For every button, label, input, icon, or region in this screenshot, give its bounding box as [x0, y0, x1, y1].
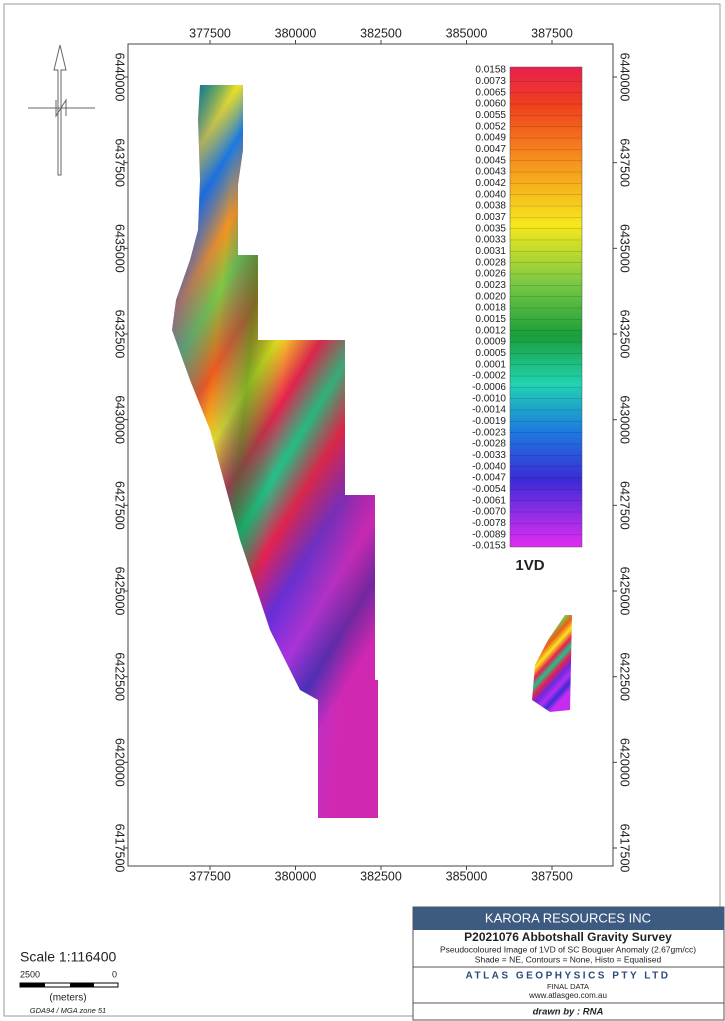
x-tick-label: 380000: [275, 869, 317, 883]
description: Pseudocoloured Image of 1VD of SC Bougue…: [440, 944, 696, 954]
north-arrow: [28, 44, 95, 176]
settings: Shade = NE, Contours = None, Histo = Equ…: [475, 954, 662, 964]
map-frame: [127, 43, 614, 867]
legend-label: 0.0065: [475, 87, 506, 98]
legend-label: -0.0070: [472, 507, 506, 518]
color-bar: [509, 66, 583, 548]
legend-label: -0.0023: [472, 427, 506, 438]
legend-label: 0.0035: [475, 223, 506, 234]
x-tick-label: 387500: [531, 869, 573, 883]
legend-label: 0.0042: [475, 178, 506, 189]
x-tick-label: 385000: [446, 26, 488, 40]
legend-label: -0.0014: [472, 405, 506, 416]
website: www.atlasgeo.com.au: [528, 991, 607, 1000]
x-tick-label: 387500: [531, 26, 573, 40]
y-tick-label: 6417500: [113, 824, 127, 873]
y-tick-label: 6430000: [618, 395, 632, 444]
project: P2021076 Abbotshall Gravity Survey: [464, 930, 672, 944]
y-tick-label: 6427500: [618, 481, 632, 530]
legend-label: 0.0005: [475, 348, 506, 359]
scale-unit: (meters): [49, 993, 86, 1004]
sheet-border: [3, 3, 721, 1017]
y-tick-label: 6430000: [113, 395, 127, 444]
legend-label: -0.0028: [472, 439, 506, 450]
contractor: ATLAS GEOPHYSICS PTY LTD: [465, 971, 670, 982]
company: KARORA RESOURCES INC: [485, 910, 651, 925]
y-tick-label: 6432500: [618, 310, 632, 359]
legend-label: -0.0006: [472, 382, 506, 393]
legend-label: 0.0031: [475, 246, 506, 257]
legend-label: 0.0038: [475, 201, 506, 212]
legend-label: 0.0009: [475, 337, 506, 348]
legend-label: 0.0037: [475, 212, 506, 223]
scale-bar: [19, 982, 119, 988]
legend-label: 0.0026: [475, 269, 506, 280]
legend-label: 0.0047: [475, 144, 506, 155]
scale-right: 0: [112, 969, 117, 979]
legend-label: 0.0020: [475, 291, 506, 302]
legend-label: 0.0043: [475, 167, 506, 178]
legend-label: -0.0019: [472, 416, 506, 427]
y-tick-label: 6437500: [113, 138, 127, 187]
legend-label: -0.0153: [472, 541, 506, 552]
legend-label: 0.0012: [475, 325, 506, 336]
legend-label: -0.0089: [472, 529, 506, 540]
x-tick-label: 380000: [275, 26, 317, 40]
y-tick-label: 6437500: [618, 138, 632, 187]
x-tick-label: 385000: [446, 869, 488, 883]
y-tick-label: 6420000: [113, 738, 127, 787]
legend-label: 0.0158: [475, 65, 506, 76]
legend-label: -0.0002: [472, 371, 506, 382]
x-tick-label: 382500: [360, 869, 402, 883]
y-tick-label: 6435000: [618, 224, 632, 273]
drawn-by: drawn by : RNA: [533, 1007, 604, 1018]
scale-left: 2500: [20, 969, 40, 979]
y-tick-label: 6425000: [113, 567, 127, 616]
legend-label: 0.0055: [475, 110, 506, 121]
survey-image: [172, 85, 572, 818]
scale-text: Scale 1:116400: [20, 949, 116, 965]
y-tick-label: 6440000: [618, 53, 632, 102]
status: FINAL DATA: [547, 982, 589, 991]
x-tick-label: 377500: [189, 869, 231, 883]
datum: GDA94 / MGA zone 51: [30, 1006, 106, 1015]
legend-label: 0.0040: [475, 189, 506, 200]
legend-label: 0.0045: [475, 155, 506, 166]
y-tick-label: 6420000: [618, 738, 632, 787]
legend-label: -0.0040: [472, 461, 506, 472]
x-tick-label: 382500: [360, 26, 402, 40]
legend-label: -0.0010: [472, 393, 506, 404]
legend-label: 0.0049: [475, 133, 506, 144]
legend-title: 1VD: [515, 557, 544, 574]
y-tick-label: 6417500: [618, 824, 632, 873]
legend-label: -0.0047: [472, 473, 506, 484]
legend-label: -0.0054: [472, 484, 506, 495]
legend-label: 0.0001: [475, 359, 506, 370]
y-tick-label: 6422500: [618, 652, 632, 701]
legend-label: 0.0073: [475, 76, 506, 87]
legend-label: 0.0033: [475, 235, 506, 246]
legend-label: 0.0015: [475, 314, 506, 325]
y-tick-label: 6422500: [113, 652, 127, 701]
legend-label: 0.0060: [475, 99, 506, 110]
y-tick-label: 6427500: [113, 481, 127, 530]
title-block: [412, 906, 725, 1021]
legend-label: 0.0018: [475, 303, 506, 314]
legend-label: -0.0061: [472, 495, 506, 506]
y-tick-label: 6432500: [113, 310, 127, 359]
y-tick-label: 6435000: [113, 224, 127, 273]
legend-label: -0.0078: [472, 518, 506, 529]
y-tick-label: 6425000: [618, 567, 632, 616]
x-tick-label: 377500: [189, 26, 231, 40]
legend-label: 0.0028: [475, 257, 506, 268]
legend-label: 0.0023: [475, 280, 506, 291]
legend-label: 0.0052: [475, 121, 506, 132]
legend-label: -0.0033: [472, 450, 506, 461]
y-tick-label: 6440000: [113, 53, 127, 102]
